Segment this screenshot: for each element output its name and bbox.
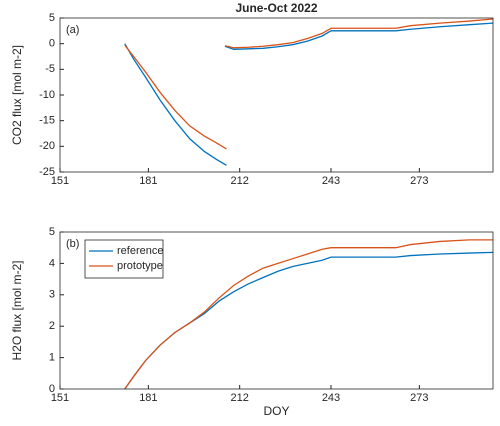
x-tick-label: 273 <box>410 175 428 187</box>
y-tick-label: 4 <box>49 257 55 269</box>
x-tick-label: 243 <box>322 175 340 187</box>
x-tick-label: 181 <box>139 175 157 187</box>
x-tick-label: 212 <box>231 175 249 187</box>
x-tick-label: 243 <box>322 392 340 404</box>
x-tick-label: 212 <box>231 392 249 404</box>
axes-box <box>59 17 494 173</box>
x-tick-label: 181 <box>139 392 157 404</box>
y-axis-label: H2O flux [mol m-2] <box>10 260 24 360</box>
legend-box <box>84 239 164 279</box>
y-tick-label: -5 <box>45 63 55 75</box>
y-tick-label: 1 <box>49 352 55 364</box>
x-tick-label: 151 <box>51 175 69 187</box>
y-tick-label: 2 <box>49 320 55 332</box>
y-tick-label: -15 <box>39 115 55 127</box>
axes-box <box>59 231 494 390</box>
y-tick-label: 5 <box>49 12 55 24</box>
legend-label: reference <box>117 245 163 257</box>
chart-title: June-Oct 2022 <box>235 1 317 15</box>
y-tick-label: -10 <box>39 89 55 101</box>
y-tick-label: -25 <box>39 166 55 178</box>
y-tick-label: -20 <box>39 140 55 152</box>
panel-label: (b) <box>66 238 79 250</box>
x-axis-label: DOY <box>263 404 289 418</box>
y-tick-label: 0 <box>49 383 55 395</box>
y-tick-label: 3 <box>49 289 55 301</box>
plot-area <box>60 18 493 172</box>
legend-label: prototype <box>117 260 163 272</box>
panel-label: (a) <box>66 24 79 36</box>
y-tick-label: 0 <box>49 38 55 50</box>
data-line <box>124 18 494 150</box>
data-line <box>124 239 493 390</box>
x-tick-label: 151 <box>51 392 69 404</box>
y-tick-label: 5 <box>49 226 55 238</box>
data-line <box>124 22 494 166</box>
y-axis-label: CO2 flux [mol m-2] <box>10 45 24 145</box>
x-tick-label: 273 <box>410 392 428 404</box>
